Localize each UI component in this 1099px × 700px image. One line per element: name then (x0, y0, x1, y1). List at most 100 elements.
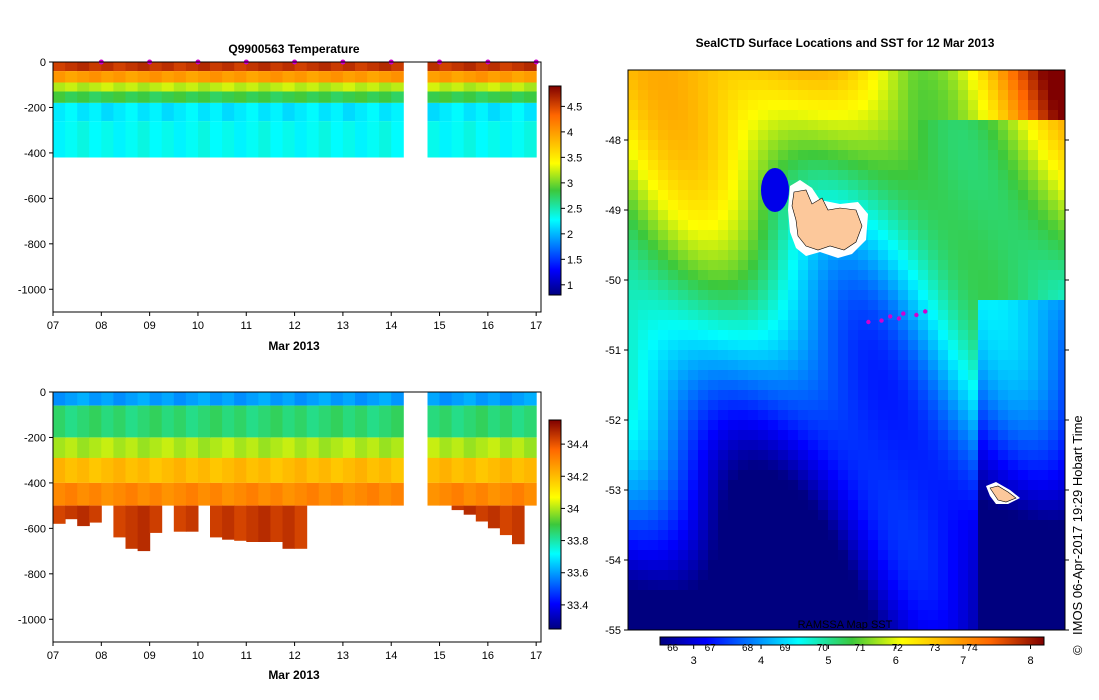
sst-cell (698, 360, 708, 370)
sst-cell (968, 110, 978, 120)
sst-cell (758, 450, 768, 460)
profile-segment (439, 102, 453, 122)
profile-segment (270, 457, 283, 483)
sst-cell (788, 380, 798, 390)
sst-cell (688, 360, 698, 370)
sst-cell (878, 180, 888, 190)
sst-cell (918, 550, 928, 560)
sst-cell (628, 620, 638, 630)
sst-cell (1048, 170, 1058, 180)
profile-segment (427, 457, 441, 483)
sst-cell (1008, 150, 1018, 160)
sst-cell (758, 380, 768, 390)
profile-segment (101, 121, 114, 158)
sst-cell (768, 550, 778, 560)
sst-cell (748, 210, 758, 220)
sst-cell (1048, 570, 1058, 580)
sst-cell (678, 180, 688, 190)
sst-cell (668, 80, 678, 90)
sst-cell (868, 330, 878, 340)
profile-segment (427, 71, 441, 83)
sst-cell (818, 430, 828, 440)
profile-segment (198, 71, 211, 83)
sst-cell (878, 80, 888, 90)
sst-cell (1008, 350, 1018, 360)
sst-cell (1028, 320, 1038, 330)
sst-cell (648, 570, 658, 580)
sst-cell (798, 520, 808, 530)
profile-segment (451, 405, 465, 438)
profile-segment (318, 102, 332, 122)
sst-cell (808, 410, 818, 420)
sst-cell (888, 460, 898, 470)
sst-cell (988, 160, 998, 170)
sst-cell (968, 210, 978, 220)
sst-cell (768, 430, 778, 440)
sst-cell (968, 200, 978, 210)
sst-cell (708, 390, 718, 400)
sst-cell (678, 250, 688, 260)
sst-cell (828, 330, 838, 340)
profile-segment (427, 121, 441, 158)
profile-segment (512, 71, 525, 83)
sst-cell (808, 520, 818, 530)
profile-segment (198, 62, 211, 72)
sst-cell (788, 390, 798, 400)
sst-cell (768, 300, 778, 310)
sst-cell (858, 320, 868, 330)
sst-cell (1018, 420, 1028, 430)
sst-cell (838, 190, 848, 200)
sst-cell (938, 80, 948, 90)
profile-segment (65, 102, 78, 122)
sst-cell (638, 300, 648, 310)
profile-segment (463, 457, 477, 483)
sst-cell (908, 160, 918, 170)
sst-cell (628, 80, 638, 90)
sst-cell (628, 580, 638, 590)
sst-cell (878, 230, 888, 240)
sst-cell (688, 310, 698, 320)
sst-cell (628, 210, 638, 220)
sst-cell (838, 430, 848, 440)
sst-cell (1048, 590, 1058, 600)
profile-segment (161, 392, 175, 406)
sst-cell (908, 310, 918, 320)
sst-cell (928, 300, 938, 310)
sst-cell (1038, 260, 1048, 270)
sst-cell (1028, 620, 1038, 630)
sst-cell (798, 450, 808, 460)
sst-cell (738, 140, 748, 150)
sst-cell (948, 240, 958, 250)
profile-segment (475, 91, 489, 103)
sst-cell (898, 490, 908, 500)
sst-cell (818, 520, 828, 530)
sst-cell (908, 570, 918, 580)
sst-cell (858, 370, 868, 380)
profile-segment (161, 437, 175, 458)
sst-cell (688, 100, 698, 110)
sst-cell (828, 90, 838, 100)
sst-cell (858, 540, 868, 550)
profile-segment (258, 405, 271, 438)
sst-cell (858, 170, 868, 180)
sst-cell (1008, 120, 1018, 130)
sst-cell (708, 520, 718, 530)
sst-cell (638, 250, 648, 260)
sst-cell (848, 170, 858, 180)
sst-cell (968, 150, 978, 160)
sst-cell (648, 450, 658, 460)
sst-cell (738, 500, 748, 510)
profile-segment (355, 82, 368, 92)
sst-cell (798, 480, 808, 490)
profile-segment (294, 405, 308, 438)
sst-cell (938, 200, 948, 210)
profile-segment (125, 82, 139, 92)
sst-cell (808, 100, 818, 110)
profile-segment (149, 392, 163, 406)
sst-cell (638, 180, 648, 190)
sst-cell (968, 470, 978, 480)
sst-cell (728, 580, 738, 590)
sst-cell (748, 430, 758, 440)
sst-cell (1008, 260, 1018, 270)
profile-segment (222, 91, 235, 103)
